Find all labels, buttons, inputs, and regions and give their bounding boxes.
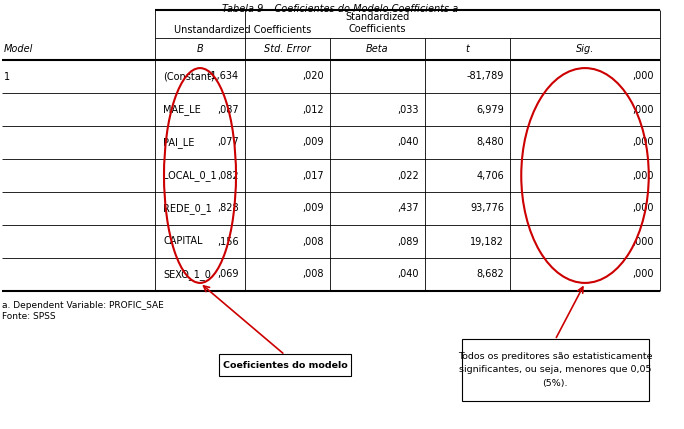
Text: t: t bbox=[466, 44, 469, 54]
Text: Beta: Beta bbox=[366, 44, 389, 54]
Text: Todos os preditores são estatisticamente
significantes, ou seja, menores que 0,0: Todos os preditores são estatisticamente… bbox=[458, 352, 653, 388]
Text: ,077: ,077 bbox=[218, 138, 239, 148]
Text: a. Dependent Variable: PROFIC_SAE: a. Dependent Variable: PROFIC_SAE bbox=[2, 301, 163, 310]
Text: Tabela 9 – Coeficientes do Modelo Coefficients a: Tabela 9 – Coeficientes do Modelo Coeffi… bbox=[222, 4, 458, 14]
Text: Fonte: SPSS: Fonte: SPSS bbox=[2, 312, 55, 321]
Text: ,156: ,156 bbox=[218, 236, 239, 247]
Text: ,040: ,040 bbox=[397, 138, 419, 148]
Text: ,087: ,087 bbox=[218, 105, 239, 115]
Text: 8,682: 8,682 bbox=[476, 269, 504, 280]
Text: ,828: ,828 bbox=[218, 203, 239, 214]
Text: ,040: ,040 bbox=[397, 269, 419, 280]
Text: ,000: ,000 bbox=[633, 72, 654, 82]
Text: ,008: ,008 bbox=[302, 236, 324, 247]
Text: ,000: ,000 bbox=[633, 203, 654, 214]
Text: 8,480: 8,480 bbox=[476, 138, 504, 148]
Text: (Constant): (Constant) bbox=[163, 72, 215, 82]
Text: ,089: ,089 bbox=[397, 236, 419, 247]
FancyBboxPatch shape bbox=[462, 339, 648, 401]
Text: SEXO_1_0: SEXO_1_0 bbox=[163, 269, 211, 280]
Text: ,000: ,000 bbox=[633, 269, 654, 280]
Text: 93,776: 93,776 bbox=[470, 203, 504, 214]
Text: CAPITAL: CAPITAL bbox=[163, 236, 202, 247]
Text: Model: Model bbox=[4, 44, 34, 54]
Text: ,009: ,009 bbox=[302, 203, 324, 214]
Text: Unstandardized Coefficients: Unstandardized Coefficients bbox=[174, 25, 311, 35]
Text: ,009: ,009 bbox=[302, 138, 324, 148]
Text: REDE_0_1: REDE_0_1 bbox=[163, 203, 212, 214]
Text: B: B bbox=[196, 44, 203, 54]
Text: Coefficients: Coefficients bbox=[349, 24, 406, 34]
Text: ,000: ,000 bbox=[633, 138, 654, 148]
Text: Standardized: Standardized bbox=[345, 12, 410, 22]
Text: -81,789: -81,789 bbox=[466, 72, 504, 82]
Text: ,020: ,020 bbox=[302, 72, 324, 82]
Text: ,012: ,012 bbox=[302, 105, 324, 115]
Text: ,022: ,022 bbox=[397, 170, 419, 181]
Text: Std. Error: Std. Error bbox=[264, 44, 311, 54]
Text: Sig.: Sig. bbox=[576, 44, 594, 54]
Text: ,000: ,000 bbox=[633, 105, 654, 115]
Text: 1: 1 bbox=[4, 72, 10, 82]
Text: MAE_LE: MAE_LE bbox=[163, 104, 200, 115]
Text: ,437: ,437 bbox=[397, 203, 419, 214]
Text: ,000: ,000 bbox=[633, 236, 654, 247]
Text: ,008: ,008 bbox=[302, 269, 324, 280]
Text: 19,182: 19,182 bbox=[470, 236, 504, 247]
Text: LOCAL_0_1: LOCAL_0_1 bbox=[163, 170, 217, 181]
Text: ,082: ,082 bbox=[218, 170, 239, 181]
Text: ,069: ,069 bbox=[218, 269, 239, 280]
Text: ,017: ,017 bbox=[302, 170, 324, 181]
Text: -1,634: -1,634 bbox=[208, 72, 239, 82]
Text: 6,979: 6,979 bbox=[476, 105, 504, 115]
FancyBboxPatch shape bbox=[219, 354, 351, 376]
Text: PAI_LE: PAI_LE bbox=[163, 137, 194, 148]
Text: 4,706: 4,706 bbox=[476, 170, 504, 181]
Text: ,033: ,033 bbox=[397, 105, 419, 115]
Text: Coeficientes do modelo: Coeficientes do modelo bbox=[222, 360, 347, 369]
Text: ,000: ,000 bbox=[633, 170, 654, 181]
